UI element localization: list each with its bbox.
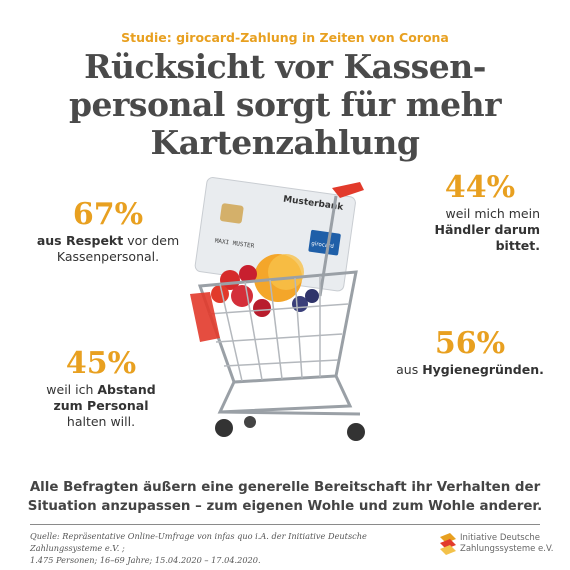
stat-haendler: 44% weil mich mein Händler darum bittet. [410, 170, 550, 254]
headline-line-1: Rücksicht vor Kassen- [84, 47, 486, 86]
summary-text: Alle Befragten äußern eine generelle Ber… [20, 478, 550, 516]
stat-respekt-line2: Kassenpersonal. [56, 249, 160, 264]
stat-hygiene-value: 56% [434, 326, 506, 361]
stat-abstand-pre: weil ich [46, 382, 98, 397]
source-note: Quelle: Repräsentative Online-Umfrage vo… [30, 530, 430, 566]
summary-line-1: Alle Befragten äußern eine generelle Ber… [29, 480, 541, 495]
idz-logo-text: Initiative Deutsche Zahlungssysteme e.V. [460, 533, 553, 555]
study-kicker: Studie: girocard-Zahlung in Zeiten von C… [121, 30, 449, 45]
stat-respekt-rest: vor dem [123, 233, 180, 248]
idz-logo-icon [440, 533, 456, 555]
stat-haendler-text: weil mich mein Händler darum bittet. [410, 206, 550, 254]
stat-haendler-bold2: bittet. [495, 238, 540, 253]
stat-respekt-bold: aus Respekt [36, 233, 124, 248]
stat-hygiene-bold: Hygienegründen. [422, 362, 544, 377]
idz-logo-line-1: Initiative Deutsche [460, 533, 541, 543]
divider [30, 524, 540, 525]
stat-abstand-bold2: zum Personal [53, 398, 149, 413]
stat-abstand-line3: halten will. [66, 414, 136, 429]
headline-line-3: Kartenzahlung [150, 123, 420, 162]
stat-respekt: 67% aus Respekt vor dem Kassenpersonal. [28, 197, 188, 265]
stat-haendler-bold1: Händler darum [434, 222, 541, 237]
summary-line-2: Situation anzupassen – zum eigenen Wohle… [27, 499, 543, 514]
stat-respekt-value: 67% [72, 197, 144, 232]
stat-hygiene-pre: aus [396, 362, 423, 377]
stat-haendler-value: 44% [444, 170, 516, 205]
idz-logo-line-2: Zahlungssysteme e.V. [460, 544, 554, 554]
headline-line-2: personal sorgt für mehr [68, 85, 502, 124]
stat-abstand-bold1: Abstand [97, 382, 156, 397]
source-line-2: 1.475 Personen; 16–69 Jahre; 15.04.2020 … [30, 555, 261, 565]
stat-hygiene-text: aus Hygienegründen. [378, 362, 562, 378]
stat-abstand-text: weil ich Abstand zum Personal halten wil… [26, 382, 176, 430]
headline: Rücksicht vor Kassen- personal sorgt für… [0, 48, 570, 162]
idz-logo: Initiative Deutsche Zahlungssysteme e.V. [438, 531, 558, 559]
stat-hygiene: 56% aus Hygienegründen. [378, 326, 562, 378]
shopping-cart-icon: Musterbank MAXI MUSTER girocard [190, 177, 365, 441]
source-line-1: Quelle: Repräsentative Online-Umfrage vo… [30, 531, 367, 553]
stat-abstand-value: 45% [65, 346, 137, 381]
girocard-image: Musterbank MAXI MUSTER girocard [194, 177, 356, 292]
stat-respekt-text: aus Respekt vor dem Kassenpersonal. [28, 233, 188, 265]
shopping-cart-illustration: Musterbank MAXI MUSTER girocard [160, 176, 420, 456]
stat-haendler-line1: weil mich mein [445, 206, 540, 221]
stat-abstand: 45% weil ich Abstand zum Personal halten… [26, 346, 176, 430]
card-brand: girocard [311, 241, 334, 250]
